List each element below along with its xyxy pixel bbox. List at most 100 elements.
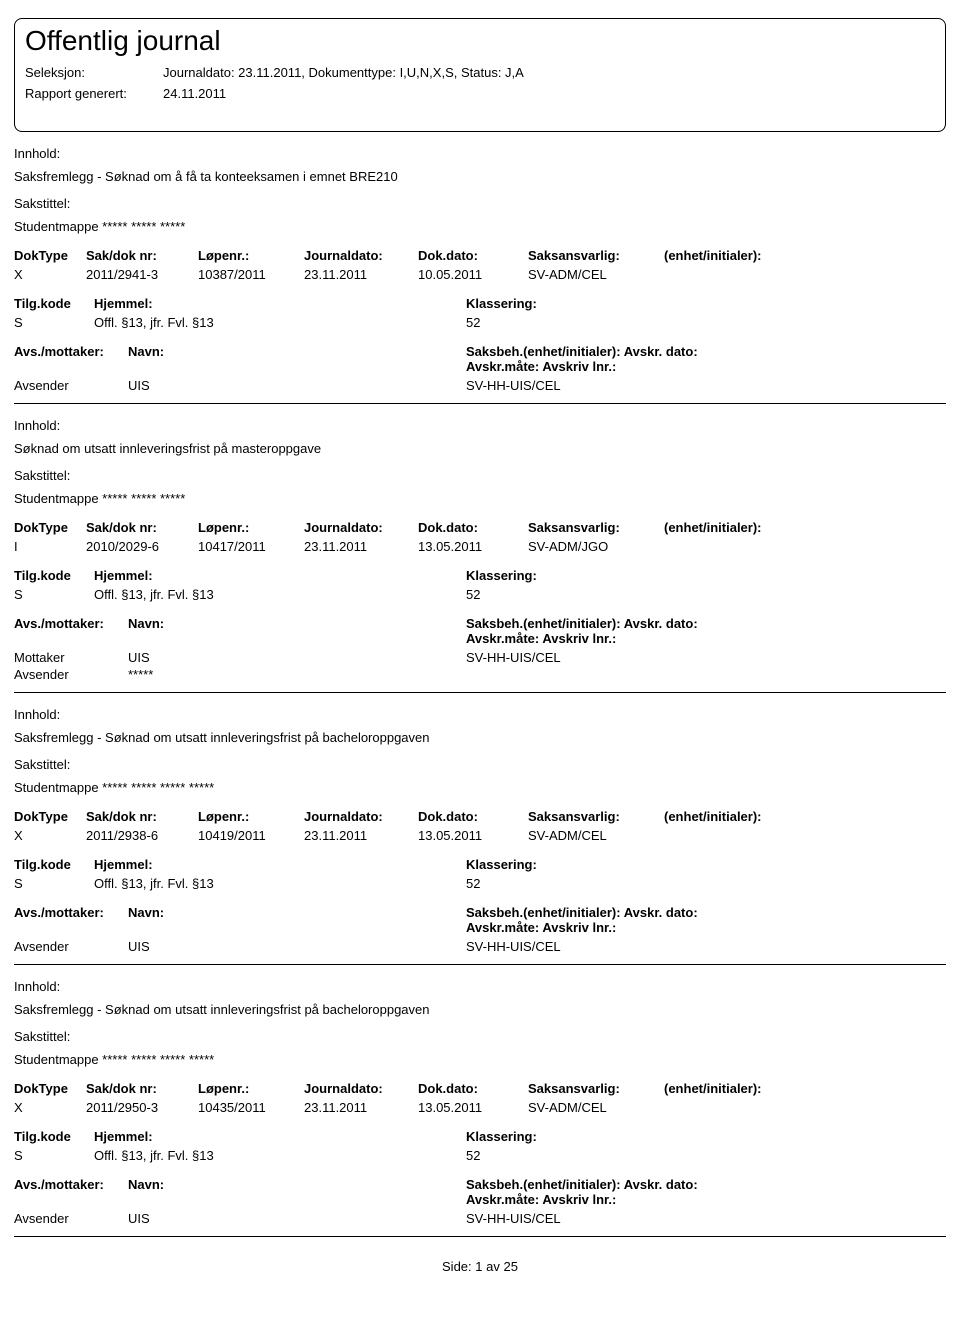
v-klassering: 52 — [466, 876, 866, 891]
page-sep: av — [486, 1259, 500, 1274]
h-dokdato: Dok.dato: — [418, 248, 528, 263]
party-saksbeh — [466, 667, 766, 682]
h-avsmottaker: Avs./mottaker: — [14, 616, 128, 646]
klass-headers: Tilg.kode Hjemmel: Klassering: — [14, 296, 946, 311]
h-doktype: DokType — [14, 248, 86, 263]
party-navn: UIS — [128, 939, 466, 954]
h-saksbeh: Saksbeh.(enhet/initialer): Avskr. dato: … — [466, 905, 766, 935]
klass-headers: Tilg.kode Hjemmel: Klassering: — [14, 1129, 946, 1144]
v-lopenr: 10435/2011 — [198, 1100, 304, 1115]
party-row: Avsender ***** — [14, 667, 946, 682]
h-sakdoknr: Sak/dok nr: — [86, 1081, 198, 1096]
h-saksansvarlig: Saksansvarlig: — [528, 248, 664, 263]
journal-entry: Innhold: Saksfremlegg - Søknad om utsatt… — [14, 693, 946, 965]
page-title: Offentlig journal — [25, 25, 935, 57]
party-role: Avsender — [14, 1211, 128, 1226]
h-enhet: (enhet/initialer): — [664, 809, 864, 824]
party-row: Avsender UIS SV-HH-UIS/CEL — [14, 378, 946, 393]
v-saksansvarlig: SV-ADM/JGO — [528, 539, 664, 554]
h-doktype: DokType — [14, 1081, 86, 1096]
v-sakdoknr: 2011/2941-3 — [86, 267, 198, 282]
v-journaldato: 23.11.2011 — [304, 539, 418, 554]
rapport-value: 24.11.2011 — [163, 86, 226, 101]
innhold-text: Søknad om utsatt innleveringsfrist på ma… — [14, 441, 946, 456]
v-tilgkode: S — [14, 876, 94, 891]
h-journaldato: Journaldato: — [304, 1081, 418, 1096]
party-role: Avsender — [14, 939, 128, 954]
innhold-label: Innhold: — [14, 146, 946, 161]
v-tilgkode: S — [14, 587, 94, 602]
v-hjemmel: Offl. §13, jfr. Fvl. §13 — [94, 876, 466, 891]
meta-headers: DokType Sak/dok nr: Løpenr.: Journaldato… — [14, 520, 946, 535]
h-sakdoknr: Sak/dok nr: — [86, 248, 198, 263]
h-avsmottaker: Avs./mottaker: — [14, 905, 128, 935]
innhold-text: Saksfremlegg - Søknad om å få ta konteek… — [14, 169, 946, 184]
innhold-text: Saksfremlegg - Søknad om utsatt innlever… — [14, 1002, 946, 1017]
h-hjemmel: Hjemmel: — [94, 857, 466, 872]
party-headers: Avs./mottaker: Navn: Saksbeh.(enhet/init… — [14, 905, 946, 935]
v-klassering: 52 — [466, 1148, 866, 1163]
party-role: Mottaker — [14, 650, 128, 665]
journal-entry: Innhold: Saksfremlegg - Søknad om utsatt… — [14, 965, 946, 1237]
v-enhet — [664, 1100, 864, 1115]
page-current: 1 — [475, 1259, 482, 1274]
rapport-row: Rapport generert: 24.11.2011 — [25, 86, 935, 101]
h-lopenr: Løpenr.: — [198, 520, 304, 535]
page-total: 25 — [504, 1259, 518, 1274]
h-hjemmel: Hjemmel: — [94, 568, 466, 583]
v-tilgkode: S — [14, 1148, 94, 1163]
v-klassering: 52 — [466, 587, 866, 602]
party-row: Mottaker UIS SV-HH-UIS/CEL — [14, 650, 946, 665]
seleksjon-value: Journaldato: 23.11.2011, Dokumenttype: I… — [163, 65, 524, 80]
h-saksbeh: Saksbeh.(enhet/initialer): Avskr. dato: … — [466, 1177, 766, 1207]
h-klassering: Klassering: — [466, 857, 866, 872]
party-navn: UIS — [128, 378, 466, 393]
innhold-text: Saksfremlegg - Søknad om utsatt innlever… — [14, 730, 946, 745]
v-saksansvarlig: SV-ADM/CEL — [528, 1100, 664, 1115]
h-klassering: Klassering: — [466, 296, 866, 311]
v-lopenr: 10387/2011 — [198, 267, 304, 282]
h-enhet: (enhet/initialer): — [664, 520, 864, 535]
h-journaldato: Journaldato: — [304, 520, 418, 535]
side-label: Side: — [442, 1259, 472, 1274]
entries-list: Innhold: Saksfremlegg - Søknad om å få t… — [14, 142, 946, 1237]
sakstittel-label: Sakstittel: — [14, 196, 946, 211]
sakstittel-label: Sakstittel: — [14, 1029, 946, 1044]
h-sakdoknr: Sak/dok nr: — [86, 520, 198, 535]
sakstittel-label: Sakstittel: — [14, 468, 946, 483]
meta-values: X 2011/2938-6 10419/2011 23.11.2011 13.0… — [14, 828, 946, 843]
meta-values: X 2011/2950-3 10435/2011 23.11.2011 13.0… — [14, 1100, 946, 1115]
v-tilgkode: S — [14, 315, 94, 330]
h-navn: Navn: — [128, 344, 466, 374]
h-navn: Navn: — [128, 905, 466, 935]
meta-headers: DokType Sak/dok nr: Løpenr.: Journaldato… — [14, 1081, 946, 1096]
v-journaldato: 23.11.2011 — [304, 1100, 418, 1115]
sakstittel-text: Studentmappe ***** ***** ***** — [14, 491, 946, 506]
h-hjemmel: Hjemmel: — [94, 296, 466, 311]
v-lopenr: 10417/2011 — [198, 539, 304, 554]
journal-entry: Innhold: Søknad om utsatt innleveringsfr… — [14, 404, 946, 693]
header-box: Offentlig journal Seleksjon: Journaldato… — [14, 18, 946, 132]
v-enhet — [664, 267, 864, 282]
klass-values: S Offl. §13, jfr. Fvl. §13 52 — [14, 315, 946, 330]
h-dokdato: Dok.dato: — [418, 520, 528, 535]
v-klassering: 52 — [466, 315, 866, 330]
party-navn: ***** — [128, 667, 466, 682]
meta-headers: DokType Sak/dok nr: Løpenr.: Journaldato… — [14, 809, 946, 824]
v-dokdato: 13.05.2011 — [418, 539, 528, 554]
v-dokdato: 10.05.2011 — [418, 267, 528, 282]
party-role: Avsender — [14, 378, 128, 393]
h-saksansvarlig: Saksansvarlig: — [528, 1081, 664, 1096]
h-saksbeh: Saksbeh.(enhet/initialer): Avskr. dato: … — [466, 344, 766, 374]
h-journaldato: Journaldato: — [304, 809, 418, 824]
party-role: Avsender — [14, 667, 128, 682]
v-enhet — [664, 828, 864, 843]
h-klassering: Klassering: — [466, 568, 866, 583]
v-hjemmel: Offl. §13, jfr. Fvl. §13 — [94, 1148, 466, 1163]
party-row: Avsender UIS SV-HH-UIS/CEL — [14, 939, 946, 954]
v-hjemmel: Offl. §13, jfr. Fvl. §13 — [94, 315, 466, 330]
h-klassering: Klassering: — [466, 1129, 866, 1144]
v-doktype: I — [14, 539, 86, 554]
v-saksansvarlig: SV-ADM/CEL — [528, 828, 664, 843]
v-doktype: X — [14, 1100, 86, 1115]
